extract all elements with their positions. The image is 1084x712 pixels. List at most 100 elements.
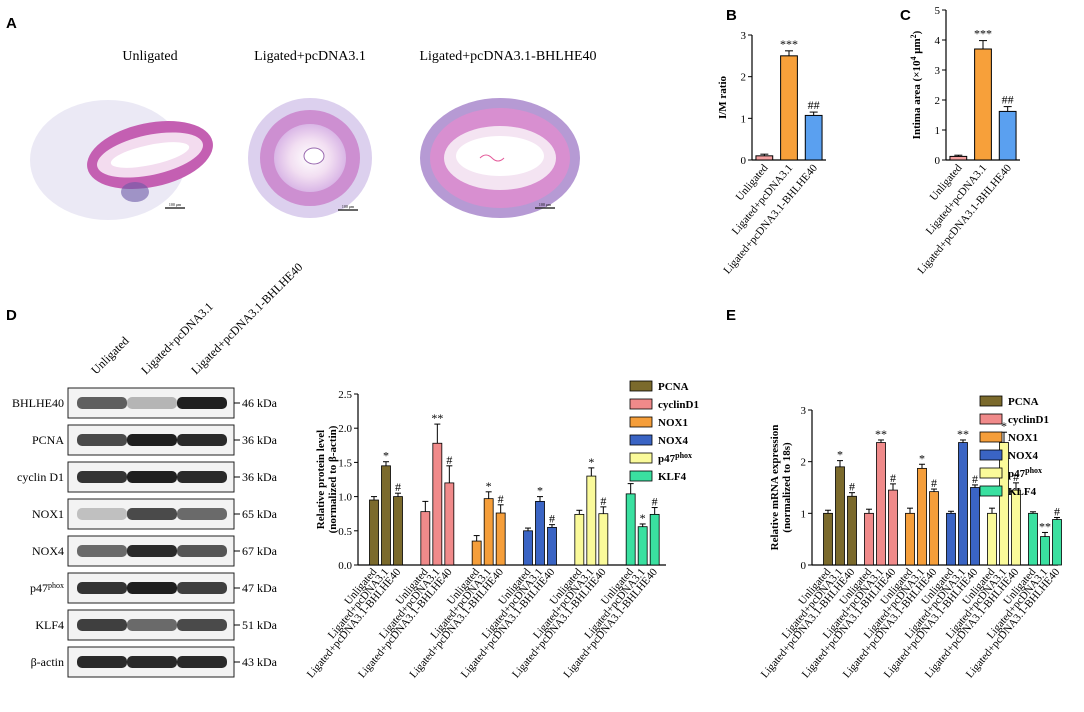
significance-label: ## bbox=[1002, 93, 1014, 107]
blot-band bbox=[177, 619, 227, 631]
blot-band bbox=[177, 656, 227, 668]
bar bbox=[998, 110, 1017, 161]
significance-label: # bbox=[972, 472, 978, 486]
bar bbox=[432, 442, 443, 566]
significance-label: * bbox=[588, 455, 594, 469]
blot-band bbox=[127, 656, 177, 668]
scale-bar-label-1: 100 μm bbox=[169, 202, 182, 207]
bar bbox=[876, 442, 886, 566]
bar bbox=[393, 496, 403, 566]
protein-label: PCNA bbox=[32, 433, 64, 447]
significance-label: # bbox=[931, 476, 937, 490]
significance-label: * bbox=[640, 511, 646, 525]
scale-bar-label-2: 100 μm bbox=[342, 204, 355, 209]
legend-swatch bbox=[629, 380, 653, 392]
bar bbox=[1052, 519, 1062, 566]
bar bbox=[905, 512, 915, 566]
y-tick-label: 2.5 bbox=[338, 389, 352, 401]
significance-label: * bbox=[1001, 419, 1007, 433]
significance-label: * bbox=[383, 449, 389, 463]
bar bbox=[649, 513, 660, 566]
legend-label: NOX4 bbox=[1008, 450, 1038, 462]
significance-label: ** bbox=[431, 411, 443, 425]
bar bbox=[547, 526, 557, 566]
bar bbox=[495, 512, 506, 566]
y-tick-label: 0.5 bbox=[338, 526, 352, 538]
blot-band bbox=[77, 545, 127, 557]
histology-image-unligated: 100 μm bbox=[30, 100, 213, 220]
panel-label-d: D bbox=[6, 307, 17, 324]
molecular-weight-label: 65 kDa bbox=[242, 507, 278, 521]
bar bbox=[535, 500, 545, 566]
protein-label: NOX4 bbox=[32, 544, 64, 558]
significance-label: # bbox=[600, 494, 606, 508]
bar bbox=[586, 475, 597, 566]
bar bbox=[970, 487, 980, 566]
y-axis-label-2: (normalized to β-actin) bbox=[327, 425, 339, 533]
significance-label: # bbox=[652, 495, 658, 509]
y-tick-label: 3 bbox=[741, 30, 747, 42]
bar bbox=[888, 489, 898, 566]
bar bbox=[598, 513, 609, 566]
significance-label: * bbox=[919, 451, 925, 465]
blot-band bbox=[177, 508, 227, 520]
legend-swatch bbox=[979, 449, 1003, 461]
chart-e: 0 1 2 3 Relative mRNA expression (normalized … bbox=[759, 395, 1063, 680]
significance-label: *** bbox=[974, 27, 992, 41]
molecular-weight-label: 36 kDa bbox=[242, 433, 278, 447]
y-axis-label: Relative mRNA expression bbox=[769, 425, 781, 551]
blot-band bbox=[177, 434, 227, 446]
significance-label: # bbox=[549, 512, 555, 526]
blot-band bbox=[127, 397, 177, 409]
blot-band bbox=[177, 545, 227, 557]
y-axis-label-2: (normalized to 18s) bbox=[781, 442, 793, 533]
significance-label: ** bbox=[875, 427, 887, 441]
legend-swatch bbox=[979, 395, 1003, 407]
blot-band bbox=[127, 508, 177, 520]
bar bbox=[804, 114, 823, 161]
bar bbox=[637, 526, 648, 566]
blot-band bbox=[177, 471, 227, 483]
bar bbox=[835, 466, 845, 566]
legend-swatch bbox=[979, 467, 1003, 479]
significance-label: * bbox=[837, 448, 843, 462]
bar bbox=[823, 512, 833, 566]
blot-band bbox=[127, 582, 177, 594]
panel-label-c: C bbox=[900, 7, 911, 24]
legend-swatch bbox=[629, 434, 653, 446]
legend-label: cyclinD1 bbox=[1008, 414, 1049, 426]
molecular-weight-label: 67 kDa bbox=[242, 544, 278, 558]
bar bbox=[974, 48, 992, 161]
y-tick-label: 0 bbox=[801, 560, 807, 572]
bar bbox=[917, 467, 927, 566]
panel-label-b: B bbox=[726, 7, 737, 24]
blot-band bbox=[77, 619, 127, 631]
scale-bar-label-3: 100 μm bbox=[539, 202, 552, 207]
significance-label: # bbox=[890, 471, 896, 485]
blot-band bbox=[77, 471, 127, 483]
y-tick-label: 2 bbox=[801, 457, 807, 469]
bar bbox=[381, 465, 391, 566]
legend-swatch bbox=[629, 470, 653, 482]
y-tick-label: 2 bbox=[935, 95, 941, 107]
significance-label: # bbox=[849, 480, 855, 494]
significance-label: ** bbox=[957, 427, 969, 441]
legend-swatch bbox=[629, 416, 653, 428]
y-tick-label: 2.0 bbox=[338, 423, 352, 435]
molecular-weight-label: 36 kDa bbox=[242, 470, 278, 484]
legend-label: p47phox bbox=[1008, 466, 1042, 481]
bar bbox=[958, 442, 968, 566]
blot-band bbox=[127, 434, 177, 446]
significance-label: # bbox=[1013, 470, 1019, 484]
y-tick-label: 1 bbox=[801, 508, 807, 520]
significance-label: # bbox=[395, 480, 401, 494]
blot-band bbox=[127, 471, 177, 483]
chart-c: 012345Unligated***Ligated+pcDNA3.1##Liga… bbox=[909, 5, 1020, 276]
histology-image-ligated: 100 μm bbox=[248, 98, 372, 218]
legend-swatch bbox=[629, 452, 653, 464]
blot-band bbox=[177, 582, 227, 594]
blot-band bbox=[77, 434, 127, 446]
legend-label: PCNA bbox=[658, 381, 689, 393]
legend-swatch bbox=[979, 431, 1003, 443]
